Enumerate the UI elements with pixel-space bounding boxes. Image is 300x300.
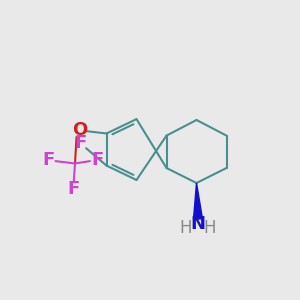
Text: H: H xyxy=(180,219,192,237)
Text: F: F xyxy=(42,152,54,169)
Text: H: H xyxy=(204,219,216,237)
Text: O: O xyxy=(72,122,87,140)
Polygon shape xyxy=(194,183,202,219)
Text: N: N xyxy=(190,215,206,233)
Text: F: F xyxy=(68,180,80,198)
Text: F: F xyxy=(92,152,104,169)
Text: F: F xyxy=(74,134,86,152)
